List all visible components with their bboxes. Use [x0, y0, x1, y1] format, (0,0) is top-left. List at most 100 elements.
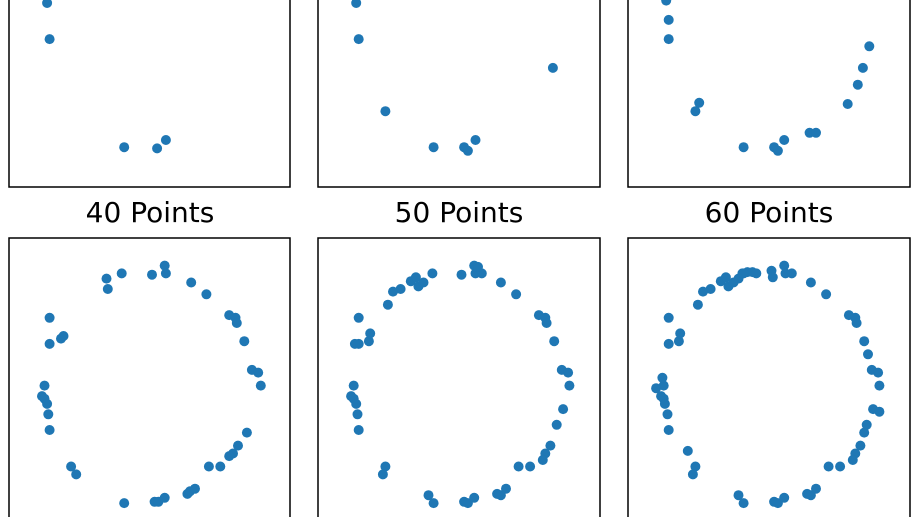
scatter-point — [651, 383, 662, 394]
scatter-point — [698, 286, 708, 297]
panel-title-40-points: 40 Points — [86, 196, 215, 229]
scatter-points — [661, 0, 875, 156]
scatter-point — [661, 0, 672, 6]
panel-40-points — [8, 237, 291, 517]
scatter-point — [855, 440, 866, 451]
scatter-point — [847, 455, 858, 465]
scatter-point — [239, 336, 250, 347]
scatter-point — [44, 312, 55, 323]
scatter-point — [186, 277, 197, 288]
plot-area-frame — [627, 0, 911, 188]
scatter-point — [380, 106, 391, 117]
scatter-point — [563, 367, 574, 378]
scatter-point — [547, 62, 558, 73]
scatter-point — [786, 268, 797, 279]
panel-50-points — [317, 237, 601, 517]
scatter-point — [428, 142, 439, 153]
scatter-point — [861, 419, 872, 430]
scatter-point — [160, 135, 171, 145]
scatter-point — [692, 299, 703, 310]
scatter-point — [44, 338, 55, 349]
scatter-point — [418, 277, 429, 288]
scatter-point — [470, 135, 481, 145]
scatter-point — [823, 461, 834, 472]
scatter-point — [44, 425, 55, 435]
scatter-point — [738, 268, 749, 279]
scatter-points — [651, 260, 885, 509]
scatter-point — [564, 380, 575, 391]
scatter-point — [690, 461, 701, 472]
scatter-point — [348, 380, 359, 391]
scatter-points — [351, 0, 558, 156]
scatter-point — [160, 268, 171, 279]
scatter-point — [690, 106, 701, 117]
scatter-point — [353, 425, 364, 435]
scatter-point — [805, 277, 816, 288]
scatter-point — [537, 455, 548, 465]
scatter-point — [851, 318, 862, 328]
scatter-point — [224, 451, 235, 462]
scatter-point — [119, 142, 130, 153]
scatter-point — [873, 367, 884, 378]
scatter-point — [380, 461, 391, 472]
scatter-point — [772, 145, 783, 156]
scatter-point — [44, 34, 55, 45]
scatter-point — [102, 284, 113, 294]
scatter-point — [473, 261, 483, 272]
scatter-point — [152, 143, 163, 154]
scatter-point — [663, 14, 674, 25]
scatter-point — [663, 338, 674, 349]
scatter-point — [116, 268, 127, 279]
scatter-point — [525, 461, 536, 472]
plot-area-frame — [627, 237, 911, 517]
scatter-point — [377, 469, 388, 480]
scatter-point — [779, 492, 790, 503]
plot-area-frame — [8, 0, 291, 188]
plot-area-frame — [8, 237, 291, 517]
scatter-point — [663, 425, 674, 435]
scatter-point — [821, 289, 832, 300]
scatter-point — [863, 349, 873, 360]
scatter-points — [42, 0, 171, 154]
panel-title-50-points: 50 Points — [395, 196, 524, 229]
scatter-point — [549, 336, 560, 347]
scatter-point — [767, 272, 778, 283]
scatter-point — [675, 328, 686, 339]
scatter-point — [119, 498, 130, 509]
scatter-point — [658, 380, 669, 391]
scatter-point — [351, 0, 362, 8]
scatter-point — [663, 312, 674, 323]
scatter-point — [253, 367, 264, 378]
scatter-point — [720, 272, 731, 283]
scatter-point — [673, 336, 684, 347]
scatter-point — [423, 490, 434, 501]
scatter-point — [501, 483, 511, 494]
scatter-point — [71, 469, 82, 480]
scatter-point — [428, 498, 439, 509]
scatter-point — [58, 331, 69, 341]
panel-60-points — [627, 237, 911, 517]
panel-top-left — [8, 0, 291, 188]
scatter-point — [842, 99, 853, 109]
scatter-point — [864, 41, 875, 52]
scatter-point — [859, 427, 870, 438]
scatter-points — [346, 260, 575, 509]
scatter-point — [147, 269, 157, 280]
scatter-point — [811, 127, 821, 138]
scatter-point — [201, 289, 212, 300]
scatter-point — [513, 461, 524, 472]
scatter-point — [859, 336, 870, 347]
scatter-point — [835, 461, 846, 472]
plot-area-frame — [317, 237, 601, 517]
scatter-point — [42, 0, 53, 8]
scatter-point — [551, 419, 562, 430]
scatter-point — [382, 299, 393, 310]
scatter-point — [852, 79, 863, 90]
scatter-point — [511, 289, 522, 300]
scatter-point — [541, 318, 552, 328]
scatter-point — [349, 338, 360, 349]
scatter-point — [43, 409, 54, 420]
scatter-point — [190, 483, 200, 494]
scatter-point — [39, 380, 50, 391]
scatter-point — [662, 409, 673, 420]
